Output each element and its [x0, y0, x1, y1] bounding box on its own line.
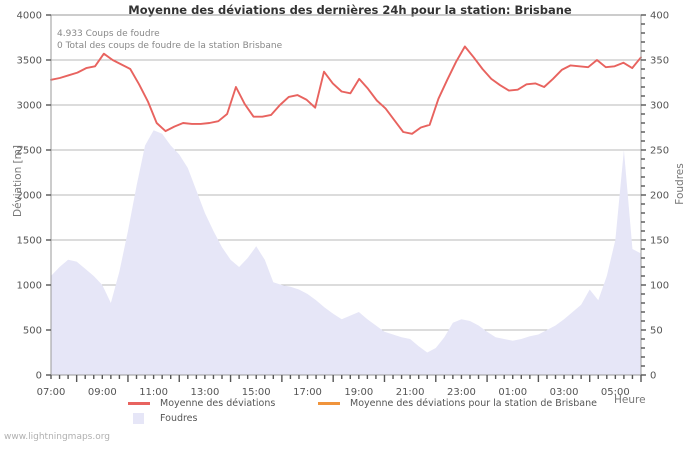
svg-text:3500: 3500: [17, 56, 42, 67]
lightning-area-series: [51, 130, 641, 375]
legend-swatch-box-icon: [133, 413, 144, 424]
y-axis-left-ticks: 0 500 1000 1500 2000 2500 3000 3500 4000: [17, 11, 51, 382]
legend-item-deviation[interactable]: Moyenne des déviations: [128, 398, 318, 409]
svg-text:01:00: 01:00: [498, 387, 527, 398]
legend-swatch-line-icon: [128, 402, 150, 405]
svg-text:21:00: 21:00: [396, 387, 425, 398]
y-axis-right-ticks: 0 50 100 150 200 250 300 350 400: [641, 11, 669, 382]
annotation-station-total: 0 Total des coups de foudre de la statio…: [57, 41, 283, 51]
svg-text:3000: 3000: [17, 101, 42, 112]
svg-text:1000: 1000: [17, 281, 42, 292]
svg-text:4000: 4000: [17, 11, 42, 22]
svg-text:50: 50: [650, 326, 663, 337]
svg-text:0: 0: [36, 371, 42, 382]
page-title: Moyenne des déviations des dernières 24h…: [128, 3, 572, 17]
svg-text:300: 300: [650, 101, 669, 112]
svg-text:09:00: 09:00: [88, 387, 117, 398]
svg-text:11:00: 11:00: [139, 387, 168, 398]
svg-text:0: 0: [650, 371, 656, 382]
legend-label-foudres: Foudres: [160, 413, 198, 424]
legend-item-foudres[interactable]: Foudres: [128, 413, 318, 424]
legend-label-deviation: Moyenne des déviations: [160, 398, 276, 409]
svg-text:23:00: 23:00: [447, 387, 476, 398]
annotation-strike-count: 4.933 Coups de foudre: [57, 29, 160, 39]
legend-label-station-deviation: Moyenne des déviations pour la station d…: [350, 398, 597, 409]
legend-swatch-line-icon: [318, 402, 340, 405]
svg-text:200: 200: [650, 191, 669, 202]
svg-text:150: 150: [650, 236, 669, 247]
svg-text:1500: 1500: [17, 236, 42, 247]
svg-text:03:00: 03:00: [550, 387, 579, 398]
svg-text:05:00: 05:00: [601, 387, 630, 398]
svg-text:13:00: 13:00: [190, 387, 219, 398]
svg-text:400: 400: [650, 11, 669, 22]
legend-item-station-deviation[interactable]: Moyenne des déviations pour la station d…: [318, 398, 597, 409]
deviation-line-series: [50, 45, 642, 135]
svg-text:2000: 2000: [17, 191, 42, 202]
legend-row-1: Moyenne des déviations Moyenne des dévia…: [128, 396, 648, 411]
x-axis-label: Heure: [614, 394, 646, 406]
watermark: www.lightningmaps.org: [4, 432, 110, 442]
legend-row-2: Foudres: [128, 411, 648, 426]
svg-text:250: 250: [650, 146, 669, 157]
legend: Moyenne des déviations Moyenne des dévia…: [128, 396, 648, 426]
svg-text:15:00: 15:00: [242, 387, 271, 398]
x-axis-ticks: 07:00 09:00 11:00 13:00 15:00 17:00 19:00 21:00…: [37, 375, 642, 398]
svg-text:17:00: 17:00: [293, 387, 322, 398]
svg-text:19:00: 19:00: [344, 387, 373, 398]
svg-text:350: 350: [650, 56, 669, 67]
svg-text:07:00: 07:00: [37, 387, 66, 398]
svg-text:100: 100: [650, 281, 669, 292]
svg-text:2500: 2500: [17, 146, 42, 157]
svg-text:500: 500: [23, 326, 42, 337]
